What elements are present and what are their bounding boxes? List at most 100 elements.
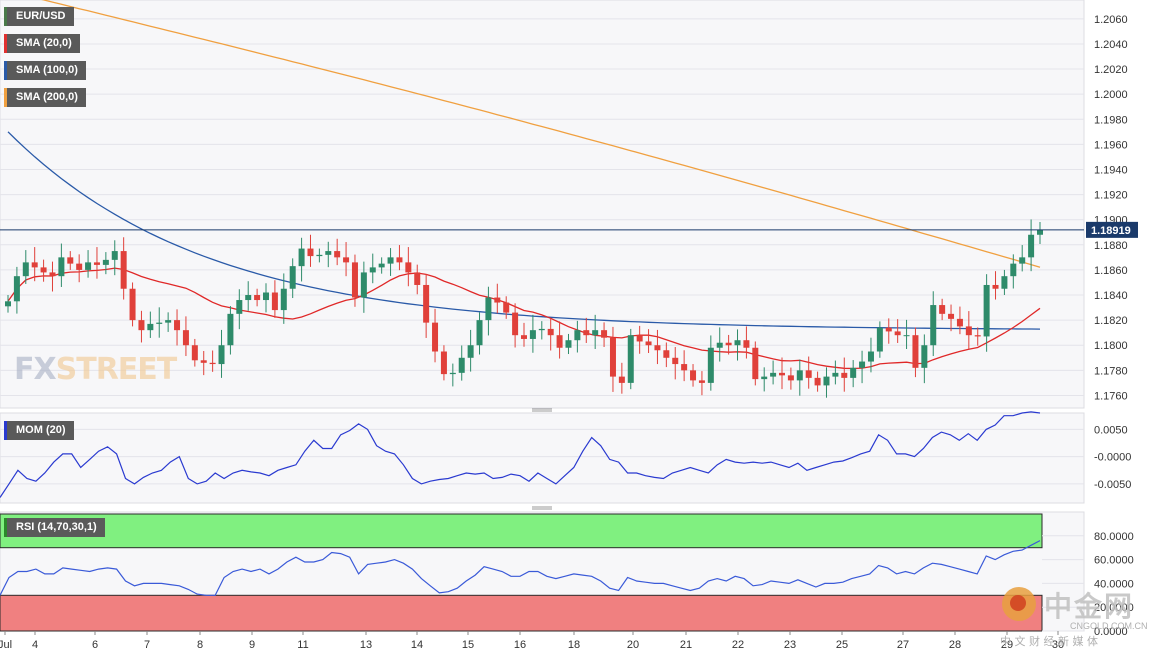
price-tick-label: 1.1820 — [1094, 315, 1128, 327]
price-tick-label: 1.1800 — [1094, 340, 1128, 352]
cngold-name: 中金网 — [1044, 590, 1135, 623]
candle-up — [378, 263, 385, 268]
legend-label: SMA (200,0) — [16, 91, 78, 103]
candle-up — [245, 295, 252, 301]
candle-down — [67, 257, 74, 264]
rsi-tick-label: 20.0000 — [1094, 602, 1134, 614]
candle-down — [191, 345, 198, 361]
candle-up — [22, 262, 29, 277]
candle-down — [618, 376, 625, 383]
candle-down — [182, 330, 189, 346]
candle-up — [707, 347, 714, 383]
candle-down — [636, 335, 643, 342]
candle-up — [85, 262, 92, 270]
legend-sma200[interactable]: SMA (200,0) — [4, 88, 86, 107]
candle-down — [725, 342, 732, 346]
sma200-line — [41, 0, 1041, 268]
rsi-tick-label: 40.0000 — [1094, 578, 1134, 590]
candle-up — [325, 251, 332, 255]
candle-up — [983, 284, 990, 337]
date-tick-label: 13 — [360, 639, 372, 651]
last-price-label: 1.18919 — [1091, 225, 1131, 237]
date-tick-label: 14 — [411, 639, 423, 651]
price-tick-label: 1.2000 — [1094, 89, 1128, 101]
candle-down — [885, 327, 892, 332]
candle-down — [334, 251, 341, 258]
candle-down — [40, 267, 47, 273]
candle-down — [307, 248, 314, 257]
candle-up — [13, 276, 20, 302]
last-price-badge — [1086, 221, 1138, 238]
mom-line — [0, 411, 1041, 498]
candle-up — [1019, 257, 1026, 264]
candle-up — [387, 257, 394, 264]
cngold-url: CNGOLD.COM.CN — [1070, 621, 1148, 631]
legend-color-bar — [4, 61, 7, 80]
candle-up — [165, 320, 172, 323]
candle-up — [476, 320, 483, 346]
rsi-tick-label: 80.0000 — [1094, 531, 1134, 543]
candle-down — [672, 357, 679, 365]
cngold-logo-swirl — [1010, 595, 1026, 611]
candle-up — [796, 370, 803, 381]
price-tick-label: 1.1980 — [1094, 114, 1128, 126]
date-tick-label: 11 — [297, 639, 308, 651]
candle-down — [965, 326, 972, 336]
candle-down — [174, 320, 181, 331]
candle-down — [912, 335, 919, 368]
date-tick-label: 15 — [462, 639, 474, 651]
date-tick-label: 6 — [92, 639, 98, 651]
candle-up — [761, 376, 768, 380]
candle-down — [814, 377, 821, 386]
candle-up — [369, 267, 376, 273]
candle-down — [49, 272, 56, 277]
legend-sma20[interactable]: SMA (20,0) — [4, 34, 80, 53]
candle-down — [512, 312, 519, 336]
candle-up — [823, 376, 830, 386]
legend-color-bar — [4, 34, 7, 53]
legend-eurusd[interactable]: EUR/USD — [4, 7, 74, 26]
candle-down — [271, 292, 278, 311]
legend-rsi[interactable]: RSI (14,70,30,1) — [4, 518, 105, 537]
momentum-panel — [0, 412, 1085, 504]
candle-up — [627, 335, 634, 383]
date-tick-label: 28 — [949, 639, 961, 651]
candle-up — [538, 328, 545, 331]
date-tick-label: 4 — [32, 639, 38, 651]
price-tick-label: 1.2060 — [1094, 14, 1128, 26]
candle-down — [948, 313, 955, 319]
legend-mom[interactable]: MOM (20) — [4, 421, 74, 440]
candle-down — [503, 302, 510, 313]
date-tick-label: 27 — [897, 639, 909, 651]
mom-tick-label: -0.0000 — [1094, 452, 1131, 464]
candle-up — [458, 357, 465, 373]
candle-down — [787, 375, 794, 381]
candle-down — [841, 372, 848, 378]
candle-up — [850, 367, 857, 378]
date-tick-label: 21 — [680, 639, 692, 651]
candle-down — [654, 345, 661, 351]
candle-up — [930, 305, 937, 346]
date-tick-label: Jul — [0, 639, 12, 651]
candle-up — [263, 292, 269, 301]
candle-down — [547, 328, 554, 336]
candle-up — [449, 372, 456, 375]
candle-down — [209, 362, 216, 365]
price-tick-label: 1.1760 — [1094, 390, 1128, 402]
candle-up — [485, 297, 492, 321]
rsi-tick-label: 60.0000 — [1094, 555, 1134, 567]
candle-down — [76, 263, 83, 270]
candle-up — [734, 340, 741, 346]
date-tick-label: 29 — [1001, 639, 1013, 651]
street-text: STREET — [55, 352, 178, 387]
legend-sma100[interactable]: SMA (100,0) — [4, 61, 86, 80]
candle-up — [1028, 234, 1035, 258]
legend-label: SMA (20,0) — [16, 37, 72, 49]
candle-up — [236, 300, 243, 314]
mom-tick-label: -0.0050 — [1094, 479, 1131, 491]
date-tick-label: 16 — [514, 639, 526, 651]
price-tick-label: 1.1960 — [1094, 139, 1128, 151]
candle-up — [770, 372, 777, 377]
